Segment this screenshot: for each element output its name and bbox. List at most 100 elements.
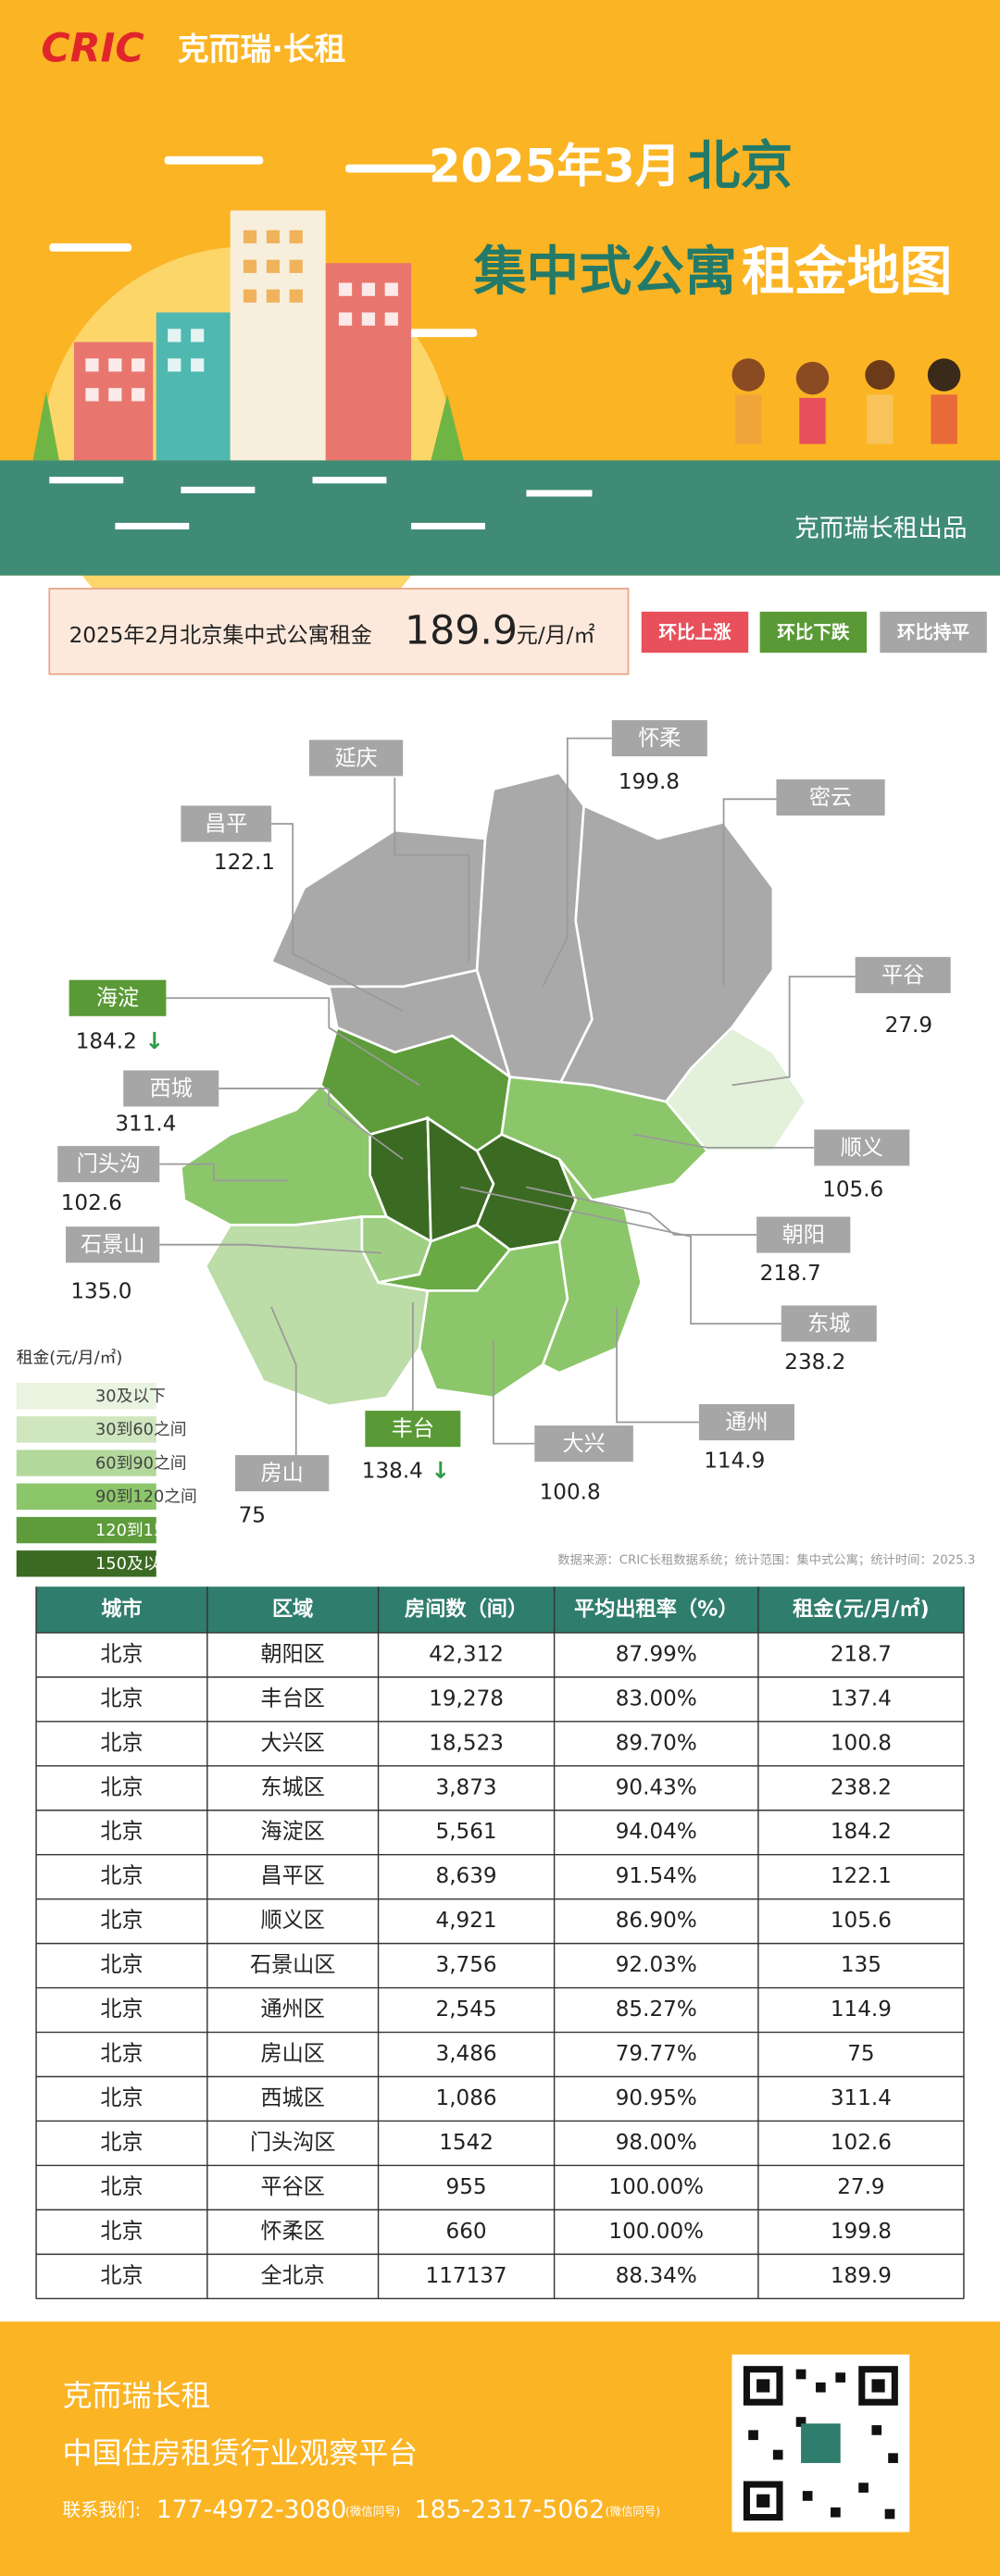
table-cell: 79.77% bbox=[616, 2042, 697, 2066]
district bbox=[269, 828, 487, 989]
table-cell: 18,523 bbox=[429, 1731, 504, 1755]
table-cell: 199.8 bbox=[831, 2220, 892, 2244]
logo-name: 克而瑞·长租 bbox=[178, 31, 346, 68]
badge-bg bbox=[759, 611, 868, 653]
leader-line bbox=[731, 976, 856, 1087]
table-header-cell: 城市 bbox=[101, 1597, 142, 1622]
district-rent: 100.8 bbox=[540, 1480, 601, 1504]
table-cell: 北京 bbox=[100, 2264, 143, 2288]
table-cell: 83.00% bbox=[616, 1686, 697, 1711]
district-tag bbox=[69, 979, 167, 1016]
district-tag bbox=[698, 1403, 794, 1441]
district-tag bbox=[365, 1411, 461, 1448]
badge-bg bbox=[880, 611, 987, 653]
legend-swatch bbox=[16, 1382, 156, 1410]
table-cell: 27.9 bbox=[837, 2175, 884, 2199]
table-cell: 北京 bbox=[100, 2220, 143, 2244]
source-note: 数据来源：CRIC长租数据系统；统计范围：集中式公寓；统计时间：2025.3 bbox=[557, 1552, 975, 1568]
table-cell: 东城区 bbox=[261, 1775, 325, 1799]
table-cell: 北京 bbox=[100, 1731, 143, 1755]
legend-label: 30及以下 bbox=[95, 1388, 166, 1406]
table-cell: 北京 bbox=[100, 1642, 143, 1666]
district-rent: 122.1 bbox=[214, 851, 275, 875]
district bbox=[179, 1083, 389, 1226]
district-name: 房山 bbox=[261, 1462, 304, 1486]
district-tag bbox=[756, 1216, 851, 1253]
district-name: 石景山 bbox=[81, 1233, 144, 1257]
district-name: 通州 bbox=[725, 1411, 768, 1435]
trend-arrow: ↓ bbox=[144, 1027, 164, 1054]
district-name: 密云 bbox=[809, 786, 852, 810]
leader-line bbox=[632, 1133, 815, 1149]
legend-swatch bbox=[16, 1483, 156, 1511]
logo-mark: CRIC bbox=[41, 26, 144, 72]
legend-label: 150及以上 bbox=[95, 1554, 176, 1574]
table-cell: 门头沟区 bbox=[250, 2131, 335, 2155]
table-header-cell: 房间数（间） bbox=[405, 1597, 528, 1622]
table-cell: 98.00% bbox=[616, 2131, 697, 2155]
district-name: 丰台 bbox=[392, 1417, 434, 1441]
legend-swatch bbox=[16, 1516, 156, 1544]
district-name: 顺义 bbox=[841, 1136, 883, 1160]
table-cell: 218.7 bbox=[831, 1642, 892, 1666]
district-name: 朝阳 bbox=[782, 1223, 825, 1247]
table-cell: 北京 bbox=[100, 1864, 143, 1888]
table-cell: 238.2 bbox=[831, 1775, 892, 1799]
table-header-cell: 平均出租率（%） bbox=[574, 1597, 739, 1622]
table-cell: 955 bbox=[446, 2175, 487, 2199]
district-name: 平谷 bbox=[881, 964, 924, 988]
table-cell: 北京 bbox=[100, 1820, 143, 1844]
table-cell: 90.43% bbox=[616, 1775, 697, 1799]
table-cell: 怀柔区 bbox=[261, 2220, 325, 2244]
table-cell: 75 bbox=[847, 2042, 874, 2066]
table-cell: 4,921 bbox=[436, 1909, 497, 1933]
district-rent: 184.2 bbox=[76, 1030, 137, 1054]
table-cell: 大兴区 bbox=[261, 1731, 325, 1755]
table-cell: 北京 bbox=[100, 1909, 143, 1933]
district-rent: 102.6 bbox=[61, 1191, 122, 1215]
table-cell: 42,312 bbox=[429, 1642, 504, 1666]
table-cell: 105.6 bbox=[831, 1909, 892, 1933]
legend-swatch bbox=[16, 1550, 156, 1577]
district-rent: 218.7 bbox=[760, 1262, 821, 1286]
leader-line bbox=[166, 997, 420, 1087]
legend-label: 90到120之间 bbox=[95, 1487, 197, 1507]
legend-label: 60到90之间 bbox=[95, 1453, 186, 1473]
badge-text: 环比上涨 bbox=[658, 621, 731, 642]
table-cell: 北京 bbox=[100, 1686, 143, 1711]
table-cell: 北京 bbox=[100, 1953, 143, 1977]
people bbox=[731, 358, 961, 444]
table-cell: 1,086 bbox=[436, 2086, 497, 2110]
ground bbox=[0, 460, 1000, 576]
summary-box bbox=[48, 588, 630, 676]
table-cell: 86.90% bbox=[616, 1909, 697, 1933]
leader-line bbox=[159, 1163, 288, 1182]
district-name: 昌平 bbox=[205, 812, 247, 836]
footer-name: 克而瑞长租 bbox=[63, 2378, 211, 2413]
title-city: 北京 bbox=[688, 136, 794, 197]
table-cell: 北京 bbox=[100, 2131, 143, 2155]
leader-line bbox=[542, 737, 612, 988]
title-line2-a: 集中式公寓 bbox=[473, 241, 737, 302]
legend-swatch bbox=[16, 1416, 156, 1443]
table-cell: 137.4 bbox=[831, 1686, 892, 1711]
table-cell: 平谷区 bbox=[261, 2175, 325, 2199]
district-rent: 138.4 bbox=[362, 1459, 423, 1483]
table-cell: 102.6 bbox=[831, 2131, 892, 2155]
district-tag bbox=[235, 1455, 330, 1492]
footer-slogan: 中国住房租赁行业观察平台 bbox=[63, 2435, 419, 2470]
district-rent: 311.4 bbox=[115, 1113, 176, 1137]
table-cell: 184.2 bbox=[831, 1820, 892, 1844]
table-cell: 丰台区 bbox=[261, 1686, 325, 1711]
table-header-bg bbox=[36, 1587, 964, 1633]
table-cell: 5,561 bbox=[436, 1820, 497, 1844]
district-name: 门头沟 bbox=[77, 1152, 141, 1176]
table-cell: 94.04% bbox=[616, 1820, 697, 1844]
district-name: 东城 bbox=[807, 1312, 850, 1336]
legend-title: 租金(元/月/㎡) bbox=[17, 1347, 123, 1367]
qr-code bbox=[731, 2354, 910, 2532]
district-tag bbox=[308, 740, 404, 777]
table-cell: 100.00% bbox=[608, 2175, 704, 2199]
